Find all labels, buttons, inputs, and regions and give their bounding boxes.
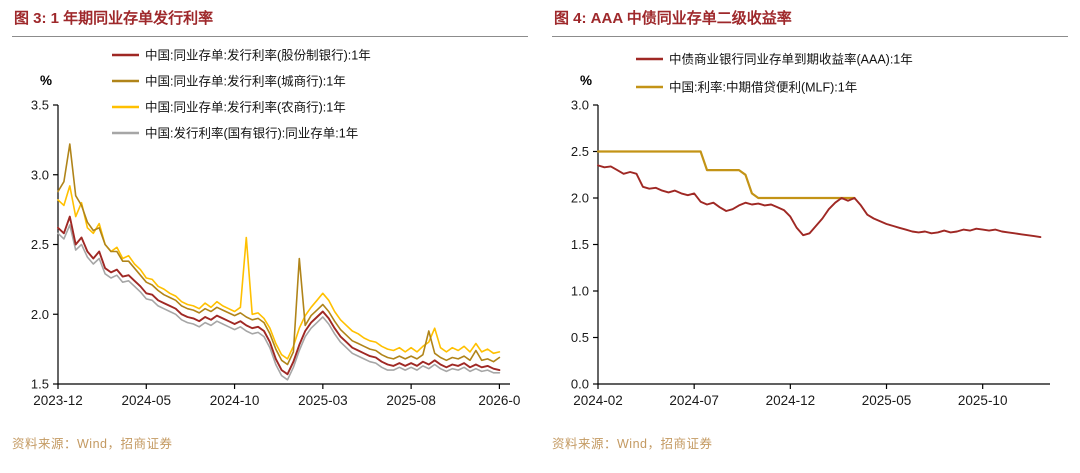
series-line	[57, 215, 501, 376]
y-tick-label: 1.5	[31, 377, 49, 392]
y-tick-label: 3.0	[31, 167, 49, 182]
x-tick-label: 2024-07	[669, 393, 719, 408]
source-note: 资料来源：Wind，招商证券	[12, 437, 173, 451]
series-line	[57, 224, 501, 381]
legend-label: 中国:利率:中期借贷便利(MLF):1年	[669, 80, 857, 95]
y-tick-label: 1.5	[571, 237, 589, 252]
x-tick-label: 2024-02	[573, 393, 623, 408]
x-tick-label: 2024-05	[122, 393, 172, 408]
x-tick-label: 2026-0	[478, 393, 520, 408]
legend-label: 中国:同业存单:发行利率(农商行):1年	[145, 100, 346, 115]
y-tick-label: 0.0	[571, 377, 589, 392]
y-tick-label: 2.0	[571, 191, 589, 206]
x-tick-label: 2024-10	[210, 393, 260, 408]
legend-label: 中国:发行利率(国有银行):同业存单:1年	[145, 126, 358, 141]
series-line	[597, 164, 1042, 239]
y-tick-label: 3.0	[571, 98, 589, 113]
x-tick-label: 2025-10	[958, 393, 1008, 408]
y-axis-unit-label: %	[580, 73, 592, 88]
x-tick-label: 2024-12	[766, 393, 816, 408]
x-tick-label: 2025-03	[298, 393, 348, 408]
x-tick-label: 2025-08	[386, 393, 436, 408]
y-tick-label: 0.5	[571, 330, 589, 345]
y-tick-label: 1.0	[571, 284, 589, 299]
line-chart-fig3: 1.5 2.0 2.5 3.0 3.5 2023-12 2024-05 2024-10 2025…	[31, 48, 521, 409]
y-tick-label: 3.5	[31, 98, 49, 113]
source-note: 资料来源：Wind，招商证券	[552, 437, 713, 451]
x-tick-label: 2023-12	[33, 393, 83, 408]
series-line	[596, 150, 856, 200]
line-chart-fig4: 0.0 0.5 1.0 1.5 2.0 2.5 3.0 2024-02 2024-07 2024-…	[571, 52, 1050, 408]
chart-title-fig4: 图 4: AAA 中债同业存单二级收益率	[552, 0, 1068, 37]
series-line	[57, 185, 501, 360]
chart-panel-left: 图 3: 1 年期同业存单发行利率 1.5 2.0 2.5 3.0 3.5 2023-12…	[12, 0, 528, 451]
series-line	[57, 143, 501, 366]
legend-label: 中国:同业存单:发行利率(股份制银行):1年	[145, 48, 371, 63]
y-tick-label: 2.5	[31, 237, 49, 252]
y-tick-label: 2.0	[31, 307, 49, 322]
y-axis-unit-label: %	[40, 73, 52, 88]
chart-panel-right: 图 4: AAA 中债同业存单二级收益率 0.0 0.5 1.0 1.5 2.0 2.5 3…	[540, 0, 1080, 473]
y-tick-label: 2.5	[571, 144, 589, 159]
legend-label: 中债商业银行同业存单到期收益率(AAA):1年	[669, 52, 913, 67]
x-tick-label: 2025-05	[862, 393, 912, 408]
legend-label: 中国:同业存单:发行利率(城商行):1年	[145, 74, 346, 89]
chart-title-fig3: 图 3: 1 年期同业存单发行利率	[12, 0, 528, 37]
